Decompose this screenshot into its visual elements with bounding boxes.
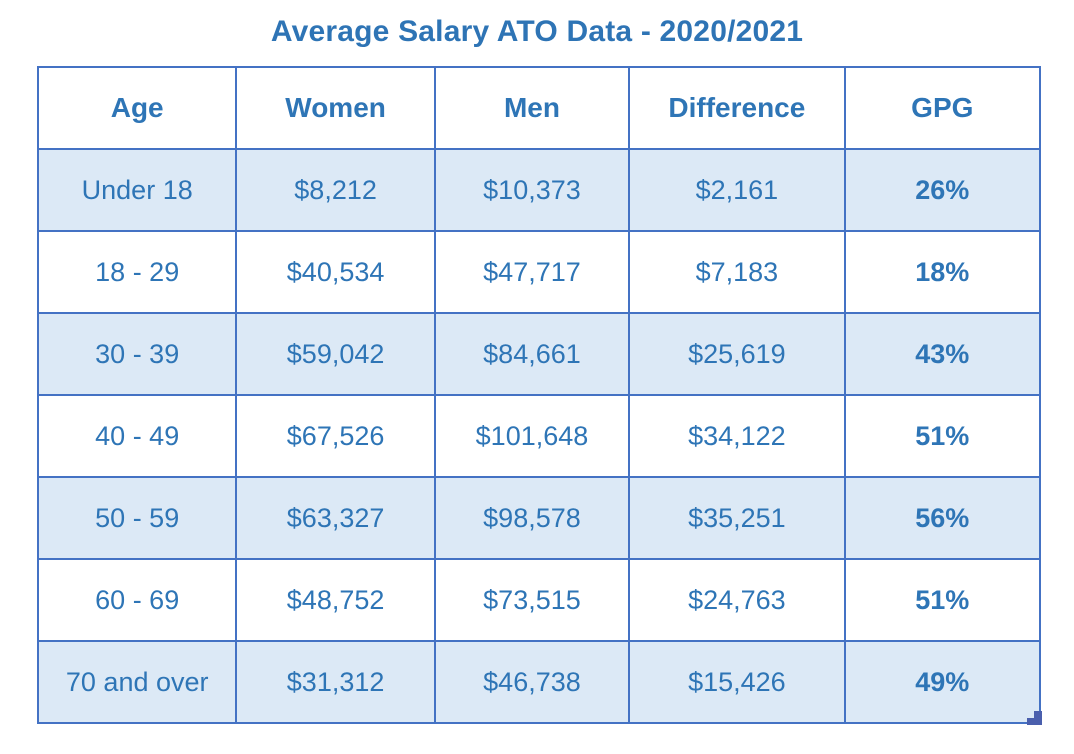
cell-difference: $15,426	[628, 640, 846, 724]
column-header-men: Men	[433, 66, 631, 150]
cell-women: $67,526	[235, 394, 436, 478]
table-row-50-59: 50 - 59 $63,327 $98,578 $35,251 56%	[36, 476, 1042, 560]
table-row-30-39: 30 - 39 $59,042 $84,661 $25,619 43%	[36, 312, 1042, 396]
table-row-70-and-over: 70 and over $31,312 $46,738 $15,426 49%	[36, 640, 1042, 724]
cell-women: $59,042	[235, 312, 436, 396]
salary-table: Age Women Men Difference GPG Under 18 $8…	[36, 66, 1042, 724]
cell-gpg: 51%	[843, 394, 1042, 478]
column-header-women: Women	[235, 66, 436, 150]
cell-difference: $34,122	[628, 394, 846, 478]
cell-difference: $25,619	[628, 312, 846, 396]
table-row-under-18: Under 18 $8,212 $10,373 $2,161 26%	[36, 148, 1042, 232]
page-title: Average Salary ATO Data - 2020/2021	[270, 15, 804, 48]
cell-women: $8,212	[235, 148, 436, 232]
cell-men: $47,717	[433, 230, 631, 314]
column-header-gpg: GPG	[843, 66, 1042, 150]
cell-difference: $2,161	[628, 148, 846, 232]
cell-men: $84,661	[433, 312, 631, 396]
table-row-60-69: 60 - 69 $48,752 $73,515 $24,763 51%	[36, 558, 1042, 642]
column-header-difference: Difference	[628, 66, 846, 150]
cell-women: $31,312	[235, 640, 436, 724]
cell-men: $101,648	[433, 394, 631, 478]
cell-age: Under 18	[36, 148, 238, 232]
cell-age: 18 - 29	[36, 230, 238, 314]
table-row-40-49: 40 - 49 $67,526 $101,648 $34,122 51%	[36, 394, 1042, 478]
cell-gpg: 43%	[843, 312, 1042, 396]
table-row-18-29: 18 - 29 $40,534 $47,717 $7,183 18%	[36, 230, 1042, 314]
cell-women: $48,752	[235, 558, 436, 642]
cell-difference: $35,251	[628, 476, 846, 560]
resize-handle-icon[interactable]	[1027, 711, 1042, 725]
cell-men: $46,738	[433, 640, 631, 724]
cell-men: $10,373	[433, 148, 631, 232]
cell-gpg: 26%	[843, 148, 1042, 232]
cell-age: 70 and over	[36, 640, 238, 724]
cell-gpg: 18%	[843, 230, 1042, 314]
table-header-row: Age Women Men Difference GPG	[36, 66, 1042, 150]
cell-gpg-highlighted: 56%	[843, 476, 1042, 560]
salary-table-container: Age Women Men Difference GPG Under 18 $8…	[36, 66, 1042, 725]
cell-age: 30 - 39	[36, 312, 238, 396]
column-header-age: Age	[36, 66, 238, 150]
cell-women: $40,534	[235, 230, 436, 314]
cell-men: $73,515	[433, 558, 631, 642]
cell-men: $98,578	[433, 476, 631, 560]
cell-gpg: 49%	[843, 640, 1042, 724]
cell-women: $63,327	[235, 476, 436, 560]
cell-difference: $7,183	[628, 230, 846, 314]
cell-age: 40 - 49	[36, 394, 238, 478]
cell-difference: $24,763	[628, 558, 846, 642]
cell-age: 50 - 59	[36, 476, 238, 560]
cell-age: 60 - 69	[36, 558, 238, 642]
cell-gpg: 51%	[843, 558, 1042, 642]
